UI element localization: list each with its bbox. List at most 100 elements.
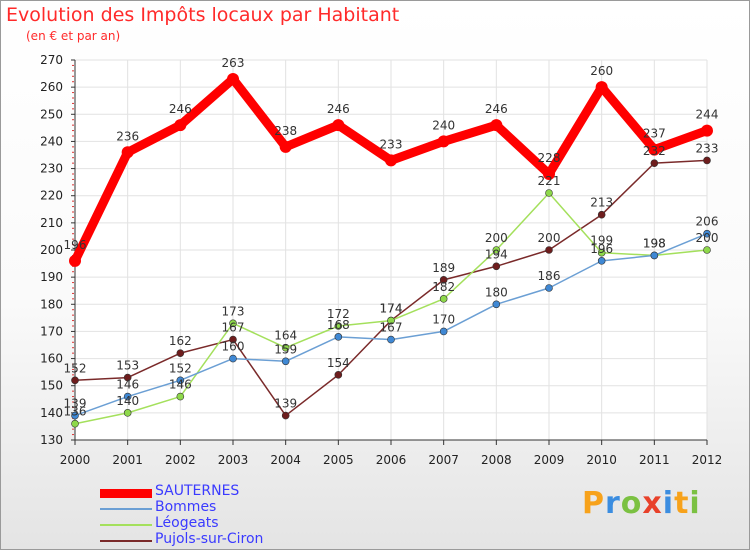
legend-swatch (100, 488, 152, 498)
x-tick-label: 2010 (586, 453, 617, 467)
data-label: 246 (327, 102, 350, 116)
data-point (176, 349, 185, 357)
data-point (650, 159, 659, 167)
data-point (176, 376, 185, 385)
data-point (334, 371, 343, 379)
data-label: 189 (432, 261, 455, 275)
data-point (703, 156, 711, 165)
data-point (439, 327, 448, 336)
data-label: 180 (485, 285, 508, 299)
chart-subtitle: (en € et par an) (26, 29, 121, 43)
logo-letter: o (620, 486, 643, 521)
data-point (174, 119, 187, 132)
data-label: 160 (222, 340, 245, 354)
data-point (437, 135, 450, 148)
data-label: 200 (538, 231, 561, 245)
data-point (281, 411, 290, 420)
data-label: 237 (643, 127, 666, 141)
y-tick-label: 270 (40, 53, 63, 67)
data-label: 199 (590, 234, 613, 248)
x-tick-label: 2011 (639, 453, 670, 467)
data-point (597, 248, 606, 257)
logo-letter: i (689, 486, 701, 521)
x-tick-label: 2000 (60, 453, 91, 467)
data-label: 244 (696, 108, 719, 122)
legend-item: Bommes (100, 499, 300, 517)
data-point (545, 246, 553, 254)
x-tick-label: 2008 (481, 453, 512, 467)
data-point (227, 73, 239, 85)
y-tick-label: 170 (40, 324, 63, 338)
legend-label: SAUTERNES (155, 483, 240, 499)
data-label: 170 (432, 312, 455, 326)
data-label: 233 (380, 137, 403, 151)
data-point (703, 246, 711, 254)
legend-label: Pujols-sur-Ciron (155, 531, 264, 547)
y-tick-label: 150 (40, 379, 63, 393)
x-tick-label: 2007 (428, 453, 459, 467)
data-label: 140 (116, 394, 139, 408)
logo-letter: t (674, 486, 690, 521)
data-point (176, 392, 185, 401)
data-point (334, 322, 343, 330)
data-point (703, 229, 711, 238)
data-point (439, 276, 448, 284)
data-point (281, 357, 290, 366)
data-label: 168 (327, 318, 350, 332)
legend-label: Léogeats (155, 515, 219, 531)
data-point (545, 189, 553, 197)
data-point (229, 354, 237, 363)
x-tick-label: 2009 (534, 453, 565, 467)
data-label: 172 (327, 307, 350, 321)
data-point (332, 119, 345, 132)
data-point (334, 333, 343, 341)
data-label: 162 (169, 334, 192, 348)
data-label: 164 (274, 329, 297, 343)
legend-swatch (100, 540, 152, 542)
data-label: 174 (380, 302, 403, 316)
data-point (490, 119, 503, 132)
data-point (123, 373, 132, 382)
data-label: 139 (64, 397, 87, 411)
data-label: 196 (590, 242, 613, 256)
legend-item: Léogeats (100, 515, 300, 533)
legend-swatch (100, 508, 152, 510)
logo-letter: r (605, 486, 621, 521)
data-label: 240 (432, 118, 455, 132)
y-tick-label: 210 (40, 216, 63, 230)
data-label: 228 (538, 151, 561, 165)
data-label: 246 (485, 102, 508, 116)
data-point (650, 251, 659, 260)
data-label: 173 (222, 304, 245, 318)
data-point (229, 319, 237, 328)
data-point (387, 316, 395, 325)
y-tick-label: 140 (40, 406, 63, 420)
data-label: 238 (274, 124, 297, 138)
x-tick-label: 2003 (218, 453, 249, 467)
data-label: 206 (696, 215, 719, 229)
x-tick-label: 2001 (112, 453, 143, 467)
legend-label: Bommes (155, 499, 217, 515)
x-tick-label: 2012 (692, 453, 723, 467)
chart-title: Evolution des Impôts locaux par Habitant (6, 4, 400, 26)
data-point (648, 143, 661, 156)
data-label: 167 (380, 321, 403, 335)
data-point (545, 284, 553, 292)
data-label: 186 (538, 269, 561, 283)
data-point (385, 154, 397, 167)
data-point (123, 409, 132, 417)
data-label: 154 (327, 356, 350, 370)
data-point (387, 335, 395, 344)
data-label: 236 (116, 129, 139, 143)
data-label: 182 (432, 280, 455, 294)
y-tick-label: 190 (40, 270, 63, 284)
data-label: 194 (485, 247, 508, 261)
data-point (121, 146, 134, 159)
data-label: 174 (380, 302, 403, 316)
data-point (492, 262, 501, 271)
data-label: 200 (696, 231, 719, 245)
data-point (492, 246, 501, 254)
data-point (281, 343, 290, 352)
y-tick-label: 230 (40, 162, 63, 176)
